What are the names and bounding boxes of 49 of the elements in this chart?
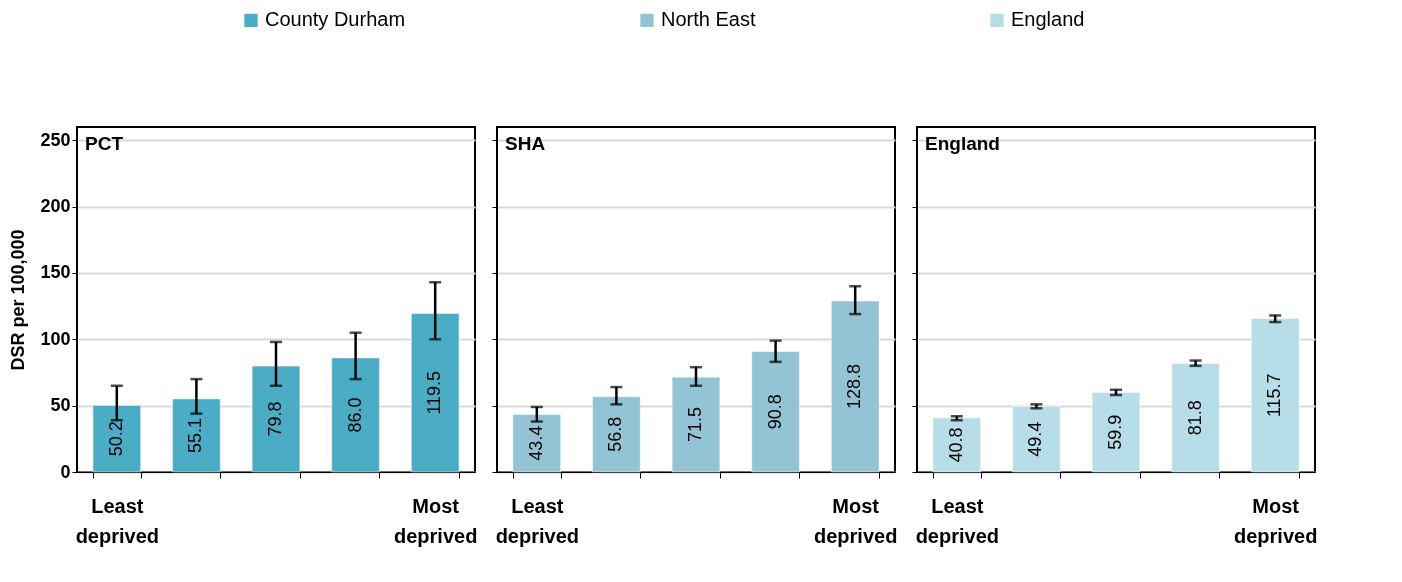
data-label: 50.2 (105, 421, 126, 457)
data-label: 40.8 (945, 427, 966, 463)
chart-title: England (925, 133, 1000, 154)
data-label: 86.0 (344, 397, 365, 433)
data-label: 119.5 (424, 370, 445, 415)
legend-label: North East (661, 8, 756, 31)
x-tick-label: Least deprived (495, 494, 579, 547)
bar (512, 414, 561, 473)
bar (592, 396, 641, 473)
legend-label: England (1011, 8, 1085, 31)
y-axis-title: DSR per 100,000 (8, 229, 29, 371)
data-label: 43.4 (525, 425, 546, 461)
chart-title: SHA (505, 133, 546, 154)
x-tick-label: Most deprived (1234, 494, 1318, 547)
bar (831, 300, 880, 473)
data-label: 128.8 (844, 364, 865, 410)
bar (251, 365, 301, 473)
x-tick-label: Least deprived (75, 494, 159, 547)
x-tick-label: Least deprived (915, 494, 999, 547)
data-label: 115.7 (1264, 373, 1285, 418)
bar (1171, 363, 1220, 473)
data-label: 56.8 (605, 416, 626, 452)
y-tick-label: 200 (40, 196, 71, 217)
data-label: 71.5 (685, 407, 705, 443)
legend-label: County Durham (265, 8, 406, 31)
bar (932, 417, 981, 473)
data-label: 79.8 (265, 401, 285, 437)
y-tick-label: 100 (40, 328, 71, 349)
bar (331, 357, 380, 473)
bar (172, 398, 221, 473)
chart-title: PCT (85, 133, 124, 154)
y-tick-label: 250 (40, 129, 71, 150)
data-label: 59.9 (1105, 414, 1125, 450)
data-label: 49.4 (1025, 421, 1046, 457)
bar (92, 405, 141, 473)
y-tick-label: 50 (50, 395, 71, 416)
y-tick-label: 150 (40, 262, 71, 283)
x-tick-label: Most deprived (814, 494, 898, 547)
bar (671, 376, 721, 473)
x-tick-label: Most deprived (394, 494, 478, 547)
y-tick-label: 0 (60, 461, 71, 482)
data-label: 90.8 (764, 394, 785, 430)
data-label: 55.1 (185, 417, 206, 453)
bar (1251, 318, 1300, 473)
bar (751, 351, 800, 473)
bar (1012, 406, 1061, 473)
bar (411, 313, 460, 473)
bar (1091, 392, 1141, 473)
data-label: 81.8 (1184, 400, 1205, 436)
